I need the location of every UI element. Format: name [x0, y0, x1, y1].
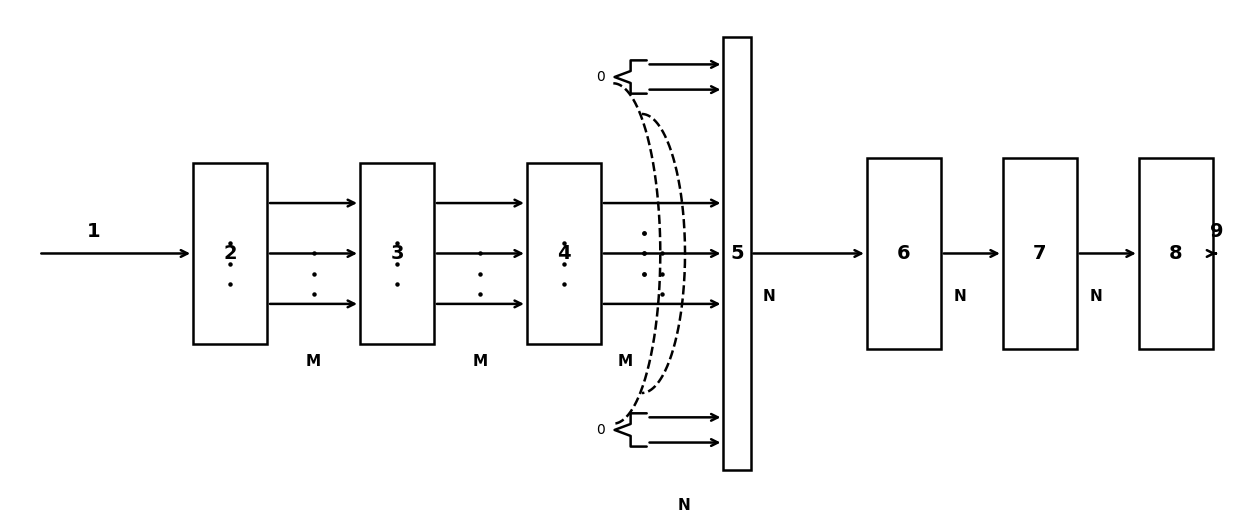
- Text: N: N: [1089, 289, 1101, 304]
- Bar: [527, 163, 601, 344]
- Text: 3: 3: [390, 244, 404, 263]
- Text: 7: 7: [1033, 244, 1047, 263]
- Bar: [193, 163, 268, 344]
- Text: 0: 0: [596, 70, 605, 84]
- Text: 9: 9: [1211, 222, 1224, 241]
- Text: 8: 8: [1168, 244, 1182, 263]
- Text: M: M: [618, 354, 633, 369]
- Text: N: N: [678, 498, 691, 513]
- Text: 1: 1: [87, 222, 100, 241]
- Bar: [1002, 158, 1077, 349]
- Bar: [359, 163, 434, 344]
- Text: 5: 5: [730, 244, 743, 263]
- Text: 6: 6: [897, 244, 911, 263]
- Text: 4: 4: [558, 244, 571, 263]
- Text: M: M: [473, 354, 488, 369]
- Text: N: N: [953, 289, 966, 304]
- Bar: [1139, 158, 1213, 349]
- Bar: [724, 37, 751, 470]
- Text: 2: 2: [223, 244, 237, 263]
- Text: N: N: [763, 289, 776, 304]
- Text: M: M: [306, 354, 321, 369]
- Bar: [867, 158, 940, 349]
- Text: 0: 0: [596, 423, 605, 437]
